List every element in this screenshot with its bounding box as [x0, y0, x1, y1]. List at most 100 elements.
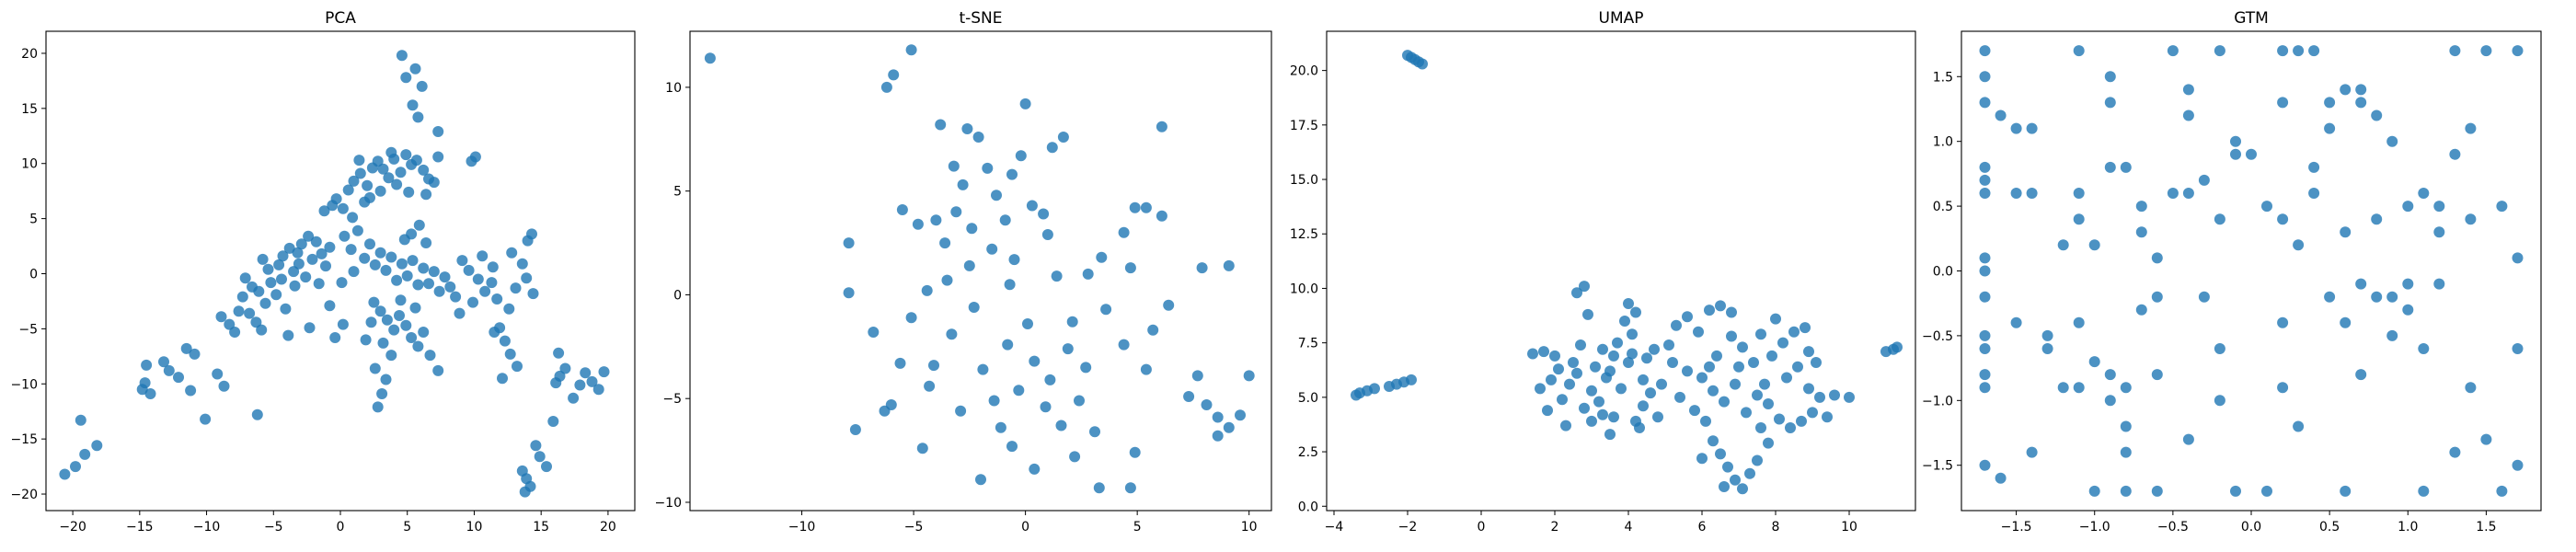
x-tick-label: 1.5 — [2476, 520, 2496, 535]
scatter-point — [1979, 369, 1991, 381]
scatter-point — [330, 193, 342, 205]
y-tick-label: 10 — [21, 157, 38, 172]
scatter-point — [1546, 374, 1557, 385]
scatter-point — [905, 312, 917, 324]
scatter-point — [1752, 389, 1763, 401]
scatter-point — [2214, 213, 2225, 225]
scatter-point — [444, 281, 456, 293]
scatter-point — [2151, 291, 2163, 303]
scatter-point — [1096, 251, 1108, 263]
y-tick-label: 20 — [21, 47, 38, 62]
scatter-point — [512, 361, 523, 373]
axes-frame — [689, 30, 1272, 512]
scatter-point — [504, 348, 516, 360]
scatter-point — [1571, 367, 1582, 379]
scatter-point — [413, 219, 425, 231]
scatter-point — [293, 258, 305, 270]
scatter-point — [2465, 122, 2477, 134]
scatter-point — [1689, 405, 1700, 417]
scatter-point — [1069, 451, 1081, 463]
x-tick-label: 0 — [337, 520, 345, 535]
scatter-point — [1223, 421, 1235, 433]
scatter-point — [472, 273, 484, 285]
scatter-point — [843, 287, 855, 299]
scatter-point — [1006, 441, 1018, 453]
scatter-point — [2386, 135, 2398, 147]
scatter-point — [412, 340, 424, 352]
scatter-point — [2261, 201, 2272, 213]
scatter-point — [1704, 361, 1715, 373]
x-tick-label: 1.0 — [2398, 520, 2418, 535]
scatter-point — [337, 202, 349, 214]
scatter-point — [75, 414, 86, 426]
scatter-point — [1715, 448, 1726, 460]
scatter-points — [59, 50, 610, 498]
scatter-point — [396, 258, 408, 270]
scatter-point — [1008, 254, 1020, 266]
scatter-point — [1593, 396, 1604, 408]
scatter-point — [318, 205, 330, 217]
scatter-point — [288, 266, 300, 278]
scatter-point — [968, 302, 980, 313]
scatter-point — [1535, 383, 1546, 395]
scatter-point — [1979, 71, 1991, 83]
scatter-point — [1979, 174, 1991, 186]
scatter-point — [2402, 304, 2414, 316]
scatter-point — [1597, 408, 1608, 420]
scatter-point — [868, 327, 880, 338]
x-tick-label: −0.5 — [2157, 520, 2189, 535]
scatter-point — [1748, 357, 1759, 368]
scatter-point — [2340, 316, 2352, 328]
scatter-point — [406, 332, 418, 343]
scatter-point — [2246, 148, 2257, 160]
x-tick-label: 15 — [533, 520, 549, 535]
scatter-point — [1696, 372, 1708, 384]
scatter-point — [1979, 343, 1991, 354]
scatter-point — [1156, 121, 1167, 132]
scatter-points — [1979, 45, 2524, 497]
scatter-point — [420, 237, 432, 248]
scatter-point — [2324, 97, 2336, 109]
scatter-point — [2308, 45, 2320, 57]
scatter-point — [2073, 45, 2085, 57]
scatter-point — [1638, 400, 1649, 412]
scatter-point — [1649, 343, 1660, 355]
scatter-point — [1542, 405, 1553, 417]
scatter-point — [1582, 308, 1593, 320]
scatter-point — [2293, 45, 2305, 57]
scatter-point — [2261, 485, 2272, 497]
scatter-point — [1763, 437, 1774, 449]
scatter-point — [362, 179, 374, 191]
scatter-point — [418, 164, 430, 176]
scatter-point — [1792, 361, 1803, 373]
scatter-point — [1744, 467, 1755, 479]
scatter-point — [2151, 369, 2163, 381]
scatter-point — [487, 261, 499, 273]
scatter-point — [1571, 287, 1582, 299]
y-tick-label: 7.5 — [1298, 337, 1318, 351]
scatter-point — [526, 228, 537, 240]
x-tick-label: −1.0 — [2079, 520, 2110, 535]
scatter-point — [1046, 142, 1058, 154]
scatter-point — [1755, 422, 1766, 433]
scatter-point — [1800, 322, 1811, 334]
scatter-point — [530, 440, 542, 452]
scatter-point — [921, 284, 933, 296]
scatter-point — [189, 348, 201, 360]
scatter-point — [265, 277, 277, 289]
scatter-point — [1844, 391, 1855, 403]
scatter-point — [999, 214, 1011, 226]
scatter-point — [139, 377, 151, 389]
scatter-point — [2480, 45, 2492, 57]
scatter-point — [2277, 45, 2289, 57]
scatter-point — [912, 218, 924, 230]
scatter-point — [1038, 208, 1050, 220]
scatter-point — [313, 278, 325, 290]
scatter-point — [1781, 372, 1792, 384]
scatter-point — [553, 347, 565, 359]
scatter-point — [1057, 132, 1069, 143]
y-tick-label: −10 — [654, 496, 682, 511]
scatter-point — [592, 384, 604, 396]
scatter-point — [336, 277, 348, 289]
x-tick-label: 8 — [1772, 520, 1780, 535]
